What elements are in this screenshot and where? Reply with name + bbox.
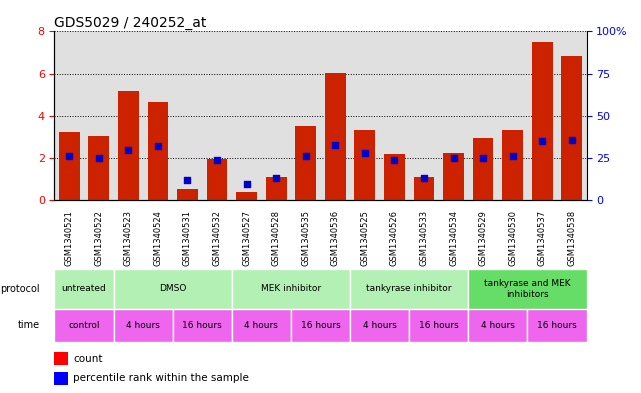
Text: time: time (17, 320, 40, 330)
Bar (498, 31, 528, 200)
Bar (562, 56, 582, 200)
Bar (350, 309, 409, 342)
Bar (232, 31, 262, 200)
Point (153, 143, 163, 149)
Point (478, 155, 488, 161)
Point (448, 155, 458, 161)
Bar (443, 153, 464, 200)
Bar (84, 31, 113, 200)
Point (330, 141, 340, 148)
Point (360, 150, 370, 156)
Bar (54, 269, 113, 309)
Point (537, 138, 547, 144)
Bar (113, 269, 232, 309)
Bar (54, 372, 68, 385)
Bar (237, 192, 257, 200)
Bar (325, 73, 345, 200)
Text: MEK inhibitor: MEK inhibitor (261, 285, 321, 293)
Text: GDS5029 / 240252_at: GDS5029 / 240252_at (54, 17, 207, 30)
Bar (118, 90, 138, 200)
Bar (296, 127, 316, 200)
Point (301, 153, 311, 160)
Point (183, 177, 193, 183)
Bar (88, 136, 109, 200)
Text: tankyrase inhibitor: tankyrase inhibitor (367, 285, 452, 293)
Bar (350, 269, 469, 309)
Point (64, 153, 74, 160)
Bar (291, 31, 320, 200)
Bar (532, 42, 553, 200)
Point (567, 136, 577, 143)
Bar (354, 130, 375, 200)
Point (271, 175, 281, 182)
Bar (469, 269, 587, 309)
Text: control: control (69, 321, 100, 330)
Text: 4 hours: 4 hours (126, 321, 160, 330)
Point (419, 175, 429, 182)
Bar (232, 309, 291, 342)
Text: 4 hours: 4 hours (363, 321, 397, 330)
Bar (262, 31, 291, 200)
Bar (147, 102, 169, 200)
Text: protocol: protocol (0, 284, 40, 294)
Bar (232, 269, 350, 309)
Text: 16 hours: 16 hours (537, 321, 577, 330)
Bar (54, 352, 68, 365)
Text: 16 hours: 16 hours (301, 321, 340, 330)
Bar (528, 31, 557, 200)
Bar (266, 177, 287, 200)
Text: tankyrase and MEK
inhibitors: tankyrase and MEK inhibitors (484, 279, 570, 299)
Bar (379, 31, 409, 200)
Bar (54, 31, 84, 200)
Text: DMSO: DMSO (159, 285, 187, 293)
Point (389, 157, 399, 163)
Bar (528, 309, 587, 342)
Bar (172, 31, 203, 200)
Point (212, 157, 222, 163)
Bar (113, 309, 172, 342)
Bar (409, 309, 469, 342)
Text: 16 hours: 16 hours (183, 321, 222, 330)
Bar (413, 177, 435, 200)
Text: 16 hours: 16 hours (419, 321, 458, 330)
Point (94, 155, 104, 161)
Bar (384, 154, 404, 200)
Bar (438, 31, 469, 200)
Bar (177, 189, 198, 200)
Bar (469, 309, 528, 342)
Bar (59, 132, 79, 200)
Bar (472, 138, 494, 200)
Text: 4 hours: 4 hours (481, 321, 515, 330)
Bar (172, 309, 232, 342)
Bar (54, 309, 113, 342)
Bar (203, 31, 232, 200)
Bar (206, 159, 228, 200)
Bar (320, 31, 350, 200)
Bar (291, 309, 350, 342)
Text: count: count (73, 354, 103, 364)
Bar (113, 31, 143, 200)
Bar (503, 130, 523, 200)
Bar (350, 31, 379, 200)
Text: untreated: untreated (62, 285, 106, 293)
Point (508, 153, 518, 160)
Point (123, 147, 133, 153)
Point (242, 180, 252, 187)
Text: percentile rank within the sample: percentile rank within the sample (73, 373, 249, 383)
Bar (557, 31, 587, 200)
Text: 4 hours: 4 hours (244, 321, 278, 330)
Bar (143, 31, 172, 200)
Bar (469, 31, 498, 200)
Bar (409, 31, 438, 200)
